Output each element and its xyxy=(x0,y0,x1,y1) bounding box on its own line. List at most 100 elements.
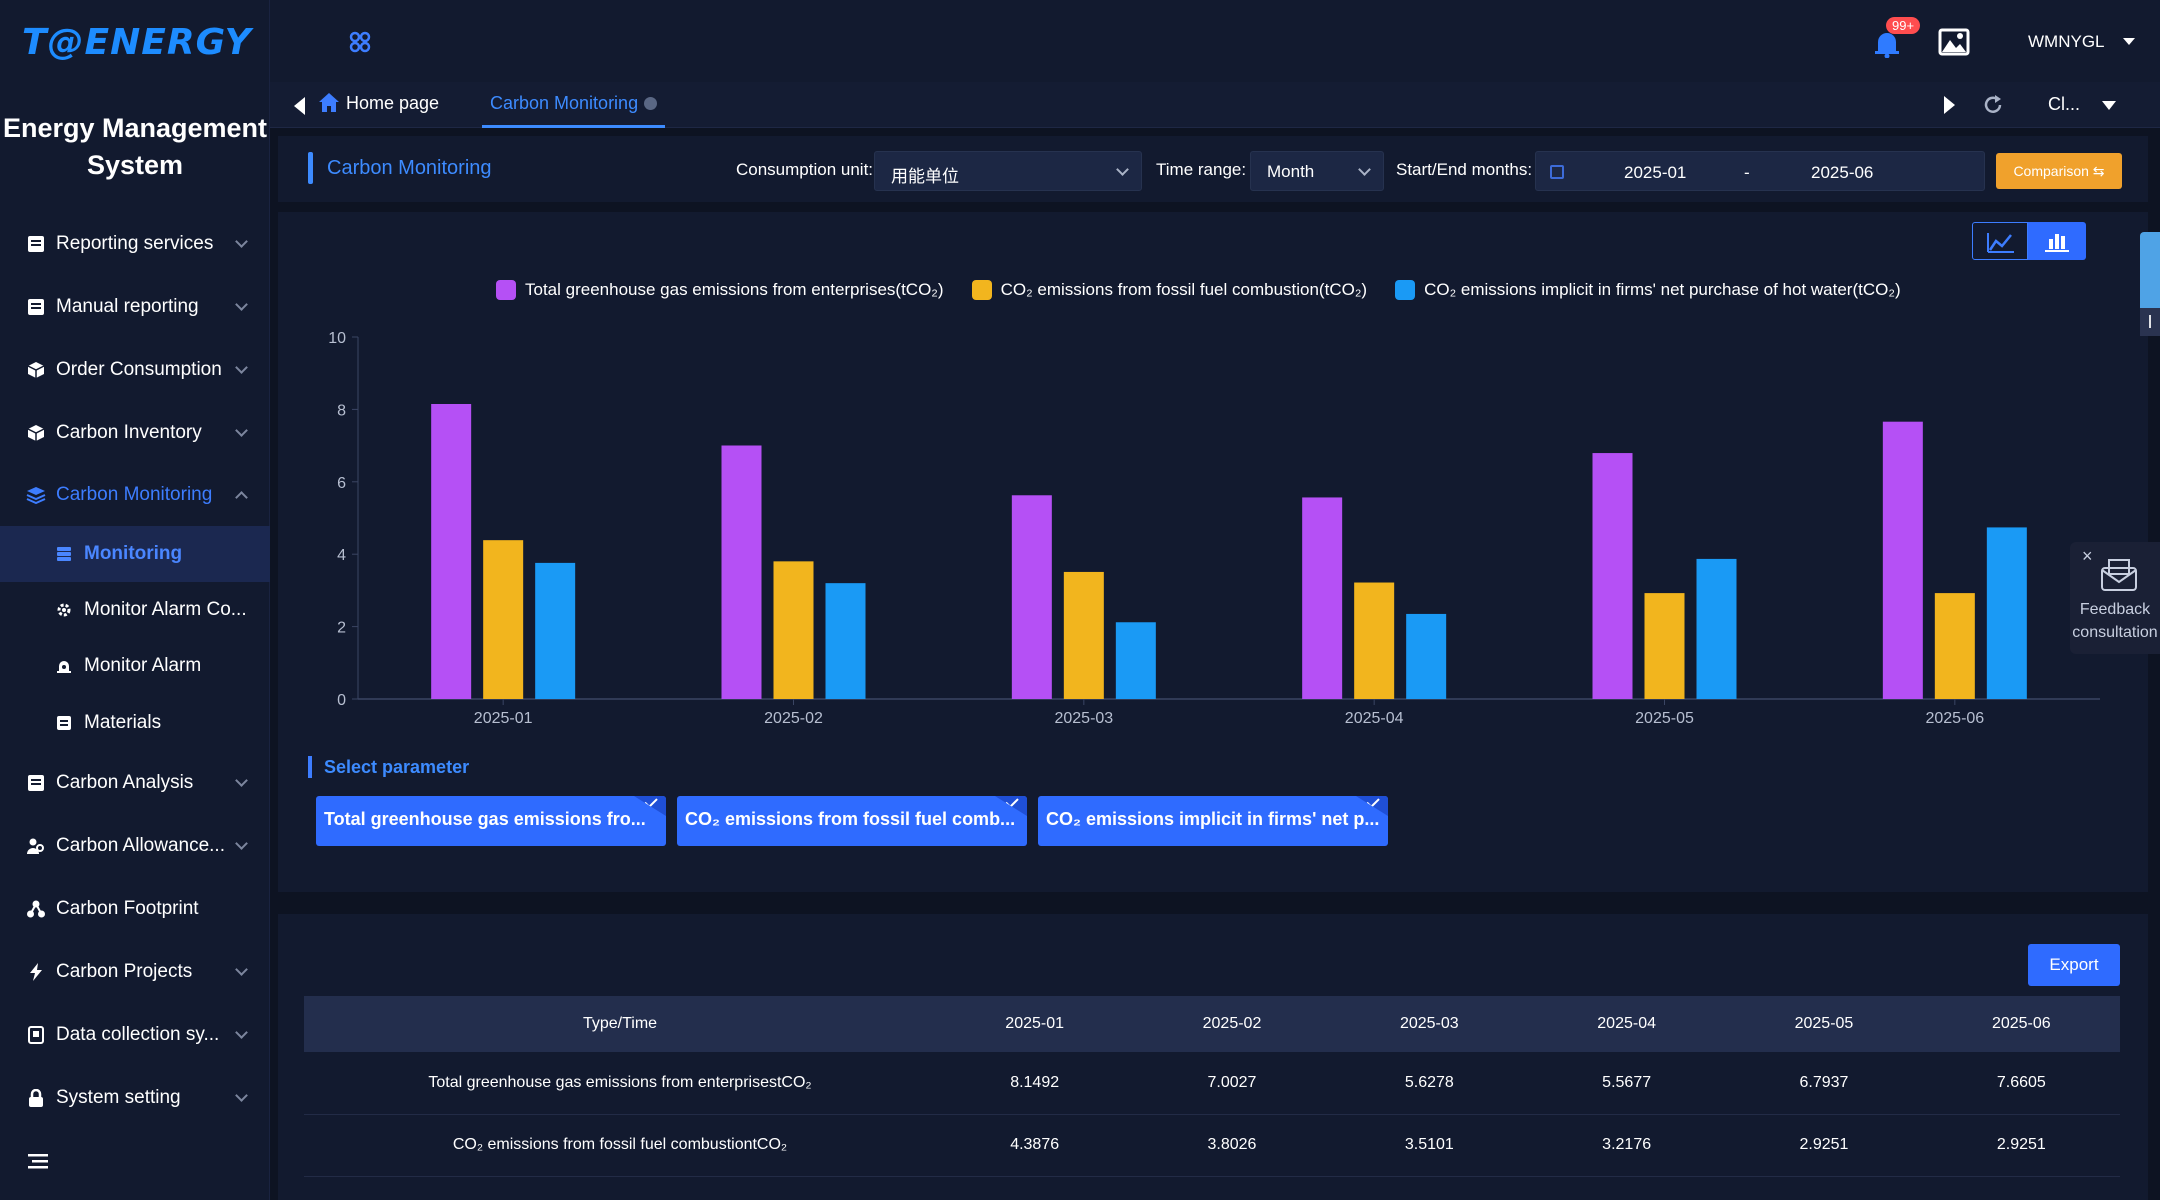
chevron-down-icon[interactable] xyxy=(2123,38,2135,45)
column-header: 2025-05 xyxy=(1725,996,1923,1052)
document-icon xyxy=(26,773,46,793)
parameter-total-ghg[interactable]: Total greenhouse gas emissions fro... xyxy=(316,796,666,846)
sidebar-item-system-setting[interactable]: System setting xyxy=(0,1070,270,1126)
parameter-hot-water[interactable]: CO₂ emissions implicit in firms' net p..… xyxy=(1038,796,1388,846)
bar[interactable] xyxy=(1986,527,2027,699)
bar[interactable] xyxy=(825,583,866,699)
sidebar-item-monitor-alarm-config[interactable]: Monitor Alarm Co... xyxy=(0,582,270,638)
bar[interactable] xyxy=(1354,582,1395,699)
legend-item[interactable]: Total greenhouse gas emissions from ente… xyxy=(496,280,944,300)
tab-carbon-monitoring[interactable]: Carbon Monitoring xyxy=(482,82,666,128)
bar[interactable] xyxy=(773,561,814,699)
tab-label: Carbon Monitoring xyxy=(490,93,639,113)
tab-home[interactable]: Home page xyxy=(318,92,439,114)
time-range-select[interactable]: Month xyxy=(1250,151,1384,191)
y-tick-label: 4 xyxy=(337,547,346,564)
bar[interactable] xyxy=(1592,453,1633,699)
line-chart-toggle[interactable] xyxy=(1972,222,2028,260)
end-month[interactable]: 2025-06 xyxy=(1811,163,1874,182)
chevron-up-icon xyxy=(235,491,248,504)
start-month[interactable]: 2025-01 xyxy=(1624,163,1687,182)
table-cell: 3.8026 xyxy=(1133,1114,1331,1177)
sidebar-item-label: System setting xyxy=(56,1087,181,1108)
apps-icon[interactable] xyxy=(348,30,372,54)
alarm-icon xyxy=(54,656,74,676)
tab-close-menu[interactable]: Cl... xyxy=(2048,94,2081,114)
legend-item[interactable]: CO₂ emissions from fossil fuel combustio… xyxy=(971,280,1367,300)
sidebar-item-monitor-alarm[interactable]: Monitor Alarm xyxy=(0,638,270,694)
bar-chart-toggle[interactable] xyxy=(2028,222,2086,260)
table-cell: 4.3876 xyxy=(936,1114,1134,1177)
close-icon[interactable]: × xyxy=(2082,546,2093,566)
sidebar-item-monitoring[interactable]: Monitoring xyxy=(0,526,270,582)
database-icon xyxy=(26,1025,46,1045)
sidebar-item-carbon-allowance[interactable]: Carbon Allowance... xyxy=(0,818,270,874)
table-panel: Export Type/Time 2025-01 2025-02 2025-03… xyxy=(278,914,2148,1200)
menu-collapse-icon[interactable] xyxy=(28,1152,48,1170)
column-header: 2025-03 xyxy=(1330,996,1528,1052)
close-icon[interactable] xyxy=(644,97,658,110)
consumption-unit-label: Consumption unit: xyxy=(736,160,874,179)
cube-icon xyxy=(26,423,46,443)
chevron-down-icon xyxy=(235,298,248,311)
tab-scroll-right-icon[interactable] xyxy=(1944,96,1955,114)
sidebar-item-carbon-footprint[interactable]: Carbon Footprint xyxy=(0,881,270,937)
sidebar-item-carbon-inventory[interactable]: Carbon Inventory xyxy=(0,405,270,461)
comparison-button[interactable]: Comparison ⇆ xyxy=(1996,153,2122,189)
chevron-down-icon xyxy=(235,1026,248,1039)
sidebar-item-label: Monitor Alarm Co... xyxy=(84,599,247,620)
lock-icon xyxy=(26,1088,46,1108)
gear-icon xyxy=(54,600,74,620)
bar[interactable] xyxy=(1302,497,1343,699)
cube-icon xyxy=(26,360,46,380)
x-tick-label: 2025-04 xyxy=(1345,710,1404,727)
bar[interactable] xyxy=(1011,495,1052,699)
bar[interactable] xyxy=(1934,593,1975,699)
top-bar: 99+ WMNYGL xyxy=(270,0,2160,82)
bar[interactable] xyxy=(1115,622,1156,699)
y-tick-label: 10 xyxy=(328,330,346,347)
legend-item[interactable]: CO₂ emissions implicit in firms' net pur… xyxy=(1395,280,1901,300)
text-cursor-icon: I xyxy=(2140,308,2160,336)
image-icon[interactable] xyxy=(1938,28,1970,56)
sidebar-item-data-collection[interactable]: Data collection sy... xyxy=(0,1007,270,1063)
tab-scroll-left-icon[interactable] xyxy=(294,97,305,115)
bar[interactable] xyxy=(1406,613,1447,699)
bar[interactable] xyxy=(1644,593,1685,699)
sidebar-item-carbon-analysis[interactable]: Carbon Analysis xyxy=(0,755,270,811)
sidebar-item-label: Carbon Analysis xyxy=(56,772,194,793)
column-header: 2025-06 xyxy=(1922,996,2120,1052)
calendar-icon xyxy=(1550,165,1564,179)
export-button[interactable]: Export xyxy=(2028,944,2120,986)
bell-icon[interactable] xyxy=(1874,30,1900,59)
sidebar-item-carbon-projects[interactable]: Carbon Projects xyxy=(0,944,270,1000)
sidebar-item-label: Monitoring xyxy=(84,543,183,564)
sidebar-item-materials[interactable]: Materials xyxy=(0,695,270,751)
envelope-icon xyxy=(2100,558,2138,592)
bar[interactable] xyxy=(535,562,576,699)
sidebar-item-order-consumption[interactable]: Order Consumption xyxy=(0,342,270,398)
sidebar-item-carbon-monitoring[interactable]: Carbon Monitoring xyxy=(0,467,270,523)
layers-icon xyxy=(26,485,46,505)
bar-chart-icon xyxy=(2045,234,2069,252)
consumption-unit-select[interactable]: 用能单位 xyxy=(874,151,1142,191)
chevron-down-icon[interactable] xyxy=(2102,101,2116,110)
bar[interactable] xyxy=(1882,421,1923,699)
bar[interactable] xyxy=(431,403,472,699)
feedback-widget[interactable]: × Feedback consultation xyxy=(2070,542,2160,654)
chevron-down-icon xyxy=(235,361,248,374)
refresh-icon[interactable] xyxy=(1982,94,2004,116)
bar[interactable] xyxy=(721,445,762,699)
sidebar-item-reporting-services[interactable]: Reporting services xyxy=(0,216,270,272)
month-range-picker[interactable]: 2025-01 - 2025-06 xyxy=(1535,151,1985,191)
sidebar-item-label: Carbon Projects xyxy=(56,961,193,982)
parameter-label: CO₂ emissions from fossil fuel comb... xyxy=(685,809,1016,829)
bar[interactable] xyxy=(1696,558,1737,699)
username[interactable]: WMNYGL xyxy=(2028,32,2105,51)
bar[interactable] xyxy=(1063,571,1104,699)
parameter-fossil-fuel[interactable]: CO₂ emissions from fossil fuel comb... xyxy=(677,796,1027,846)
sidebar-item-manual-reporting[interactable]: Manual reporting xyxy=(0,279,270,335)
y-tick-label: 8 xyxy=(337,402,346,419)
bar[interactable] xyxy=(483,540,524,699)
chevron-down-icon xyxy=(1116,163,1129,176)
